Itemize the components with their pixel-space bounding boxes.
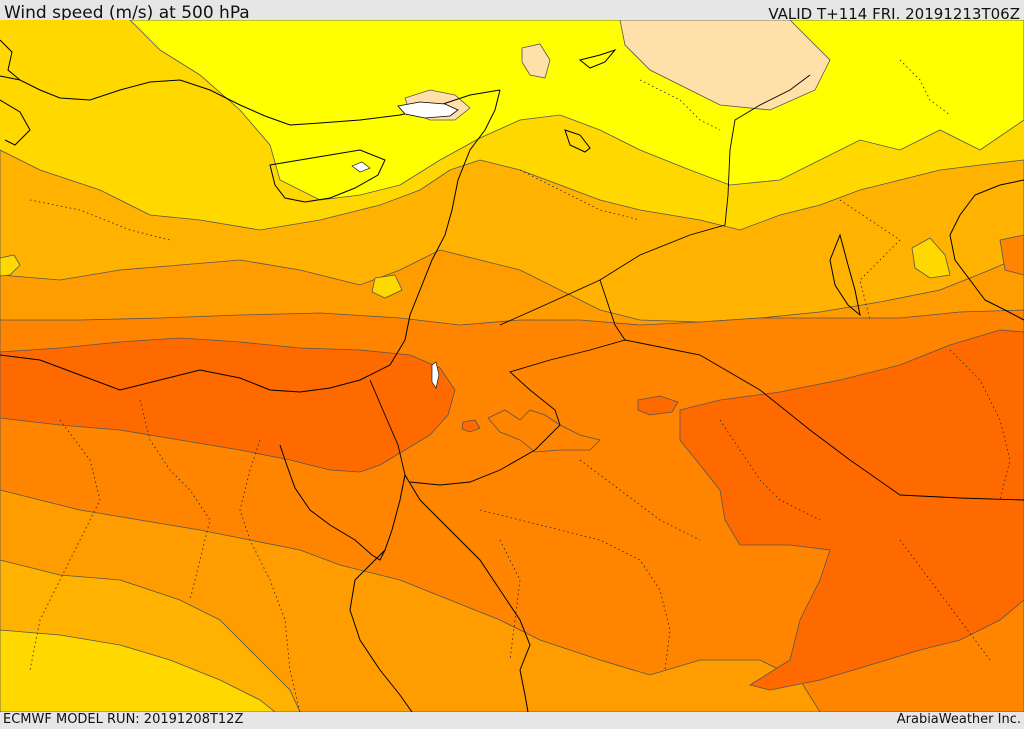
header-bar: Wind speed (m/s) at 500 hPa VALID T+114 … bbox=[0, 0, 1024, 23]
model-run: ECMWF MODEL RUN: 20191208T12Z bbox=[3, 712, 244, 727]
band-pocket-4 bbox=[999, 234, 1024, 276]
valid-time: VALID T+114 FRI. 20191213T06Z bbox=[768, 5, 1020, 23]
lake-tuz bbox=[397, 101, 459, 119]
coastlines bbox=[0, 39, 1024, 712]
band-blob-1 bbox=[487, 409, 601, 453]
band-pocket-3 bbox=[371, 274, 403, 299]
lake-small bbox=[351, 161, 371, 173]
credit: ArabiaWeather Inc. bbox=[896, 712, 1021, 727]
band-pocket-1 bbox=[911, 237, 951, 279]
band-yellow-south bbox=[0, 629, 276, 712]
band-peach-small bbox=[521, 43, 551, 79]
band-jet-west bbox=[0, 337, 456, 473]
band-peach-north bbox=[619, 20, 831, 111]
band-blob-3 bbox=[461, 419, 481, 433]
wind-speed-map bbox=[0, 20, 1024, 712]
political-borders bbox=[369, 74, 1024, 501]
band-pocket-2 bbox=[0, 254, 21, 277]
map-title: Wind speed (m/s) at 500 hPa bbox=[4, 3, 250, 23]
admin-boundaries bbox=[29, 59, 1011, 712]
lake-dead-sea bbox=[431, 361, 440, 389]
band-blob-2 bbox=[637, 395, 679, 416]
footer-bar: ECMWF MODEL RUN: 20191208T12Z ArabiaWeat… bbox=[0, 712, 1024, 729]
band-jet-east bbox=[679, 329, 1024, 691]
